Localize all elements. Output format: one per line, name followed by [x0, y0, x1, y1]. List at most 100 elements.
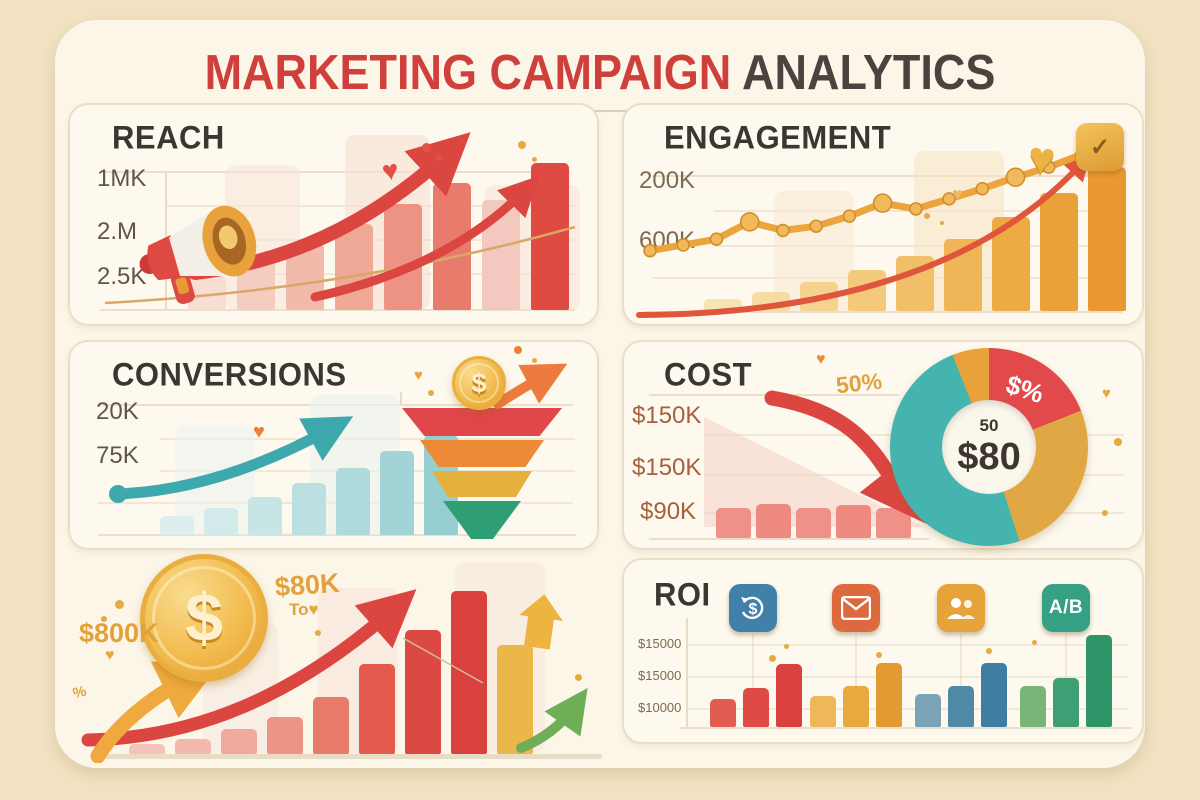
cost-ytick-1: $150K	[632, 454, 702, 481]
panel-conversions: CONVERSIONS 20K 75K $ ♥ ♥	[68, 340, 599, 550]
reach-ytick-2: 2.5K	[97, 263, 147, 290]
cost-down-arrow-icon	[764, 390, 927, 524]
page-title: MARKETING CAMPAIGN ANALYTICS	[55, 44, 1145, 101]
bar	[710, 699, 736, 727]
growth-sub-label: To♥	[289, 600, 319, 619]
social-spend-badge-icon: $	[729, 584, 777, 632]
bar	[776, 663, 802, 727]
growth-bars	[129, 586, 533, 754]
growth-yellow-arrow-icon	[519, 594, 563, 650]
infographic-card: MARKETING CAMPAIGN ANALYTICS REACH 1MK 2…	[55, 20, 1145, 768]
growth-top-label: $80K	[273, 567, 341, 603]
check-badge-icon: ✓	[1076, 123, 1124, 171]
bar	[948, 686, 974, 727]
bar	[756, 504, 791, 538]
panel-roi: ROI $15000 $15000 $10000 $	[622, 558, 1144, 744]
page-title-dark: ANALYTICS	[742, 44, 996, 101]
bar	[359, 664, 395, 754]
roi-ytick-1: $15000	[638, 668, 682, 683]
conversions-ytick-1: 75K	[96, 442, 139, 469]
heart-icon: ♥	[414, 367, 423, 384]
cost-ytick-2: $90K	[640, 498, 697, 525]
bar	[876, 662, 902, 727]
panel-cost: COST $150K $150K $90K 50% ♥ $% 50 $80 ♥	[622, 340, 1144, 550]
donut-center-top: 50	[979, 415, 999, 435]
bar	[248, 497, 282, 535]
bar	[1088, 167, 1126, 311]
bar	[810, 696, 836, 727]
reach-arrow2-icon	[310, 175, 539, 302]
roi-title: ROI	[654, 576, 711, 613]
conversions-ytick-0: 20K	[96, 398, 139, 425]
ground-line	[90, 754, 602, 759]
bar	[451, 591, 487, 754]
bar	[1053, 677, 1079, 727]
heart-icon: ♥	[952, 184, 963, 204]
roi-ytick-2: $10000	[638, 700, 682, 715]
bar	[292, 482, 326, 535]
panel-growth: $ $800K $80K To♥ ♥ %	[63, 548, 613, 763]
bar	[1086, 635, 1112, 727]
bar	[915, 694, 941, 727]
bar	[267, 717, 303, 754]
bar	[405, 629, 441, 754]
donut-center: 50 $80	[942, 400, 1036, 494]
reach-ytick-1: 2.M	[97, 218, 138, 245]
bar	[336, 467, 370, 535]
dollar-coin-icon: $	[452, 356, 506, 410]
growth-green-arrow-icon	[516, 687, 588, 753]
cost-ytick-0: $150K	[632, 402, 702, 429]
conversions-title: CONVERSIONS	[112, 356, 347, 393]
bar	[796, 508, 831, 538]
funnel-stage	[420, 440, 544, 467]
bar	[204, 507, 238, 535]
roi-ytick-0: $15000	[638, 636, 682, 651]
panel-engagement: ENGAGEMENT 200K 600K ♥ ♥ ✓	[622, 103, 1144, 326]
bar	[129, 743, 165, 754]
donut-center-value: $80	[957, 435, 1021, 478]
people-badge-icon	[937, 584, 985, 632]
bar	[1020, 686, 1046, 727]
engagement-bars	[704, 161, 1134, 311]
conversions-arrow-icon	[109, 416, 354, 503]
bar	[160, 516, 194, 535]
roi-bars-email	[810, 635, 902, 727]
check-glyph: ✓	[1089, 133, 1111, 161]
bar	[221, 728, 257, 754]
reach-ytick-0: 1MK	[97, 165, 147, 192]
bar	[716, 508, 751, 538]
sales-funnel-icon	[392, 408, 572, 539]
roi-bars-ads	[1020, 635, 1112, 727]
email-badge-icon	[832, 584, 880, 632]
growth-left-label: $800K	[79, 618, 159, 648]
ab-test-label: A/B	[1048, 597, 1084, 618]
growth-orange-arrow-icon	[90, 661, 222, 763]
reach-title: REACH	[112, 119, 225, 156]
growth-arrows	[81, 589, 588, 763]
heart-icon: ♥	[253, 421, 265, 443]
heart-icon: ♥	[816, 351, 826, 368]
megaphone-icon	[139, 205, 257, 305]
bar	[743, 688, 769, 727]
heart-icon: ♥	[308, 600, 319, 619]
panel-reach: REACH 1MK 2.M 2.5K	[68, 103, 599, 326]
heart-icon: ♥	[1102, 385, 1111, 402]
engagement-swoosh-arrow-icon	[636, 152, 1092, 318]
bar	[981, 662, 1007, 727]
bar	[1040, 193, 1078, 311]
heart-icon: ♥	[1025, 130, 1058, 186]
page-title-red: MARKETING CAMPAIGN	[204, 44, 743, 101]
funnel-stage	[432, 471, 532, 497]
bar	[175, 738, 211, 754]
roi-bars-influencer	[915, 635, 1007, 727]
bar	[335, 223, 373, 310]
roi-bars-social	[710, 635, 802, 727]
svg-text:$: $	[749, 601, 758, 618]
dollar-coin-icon: $	[140, 554, 268, 682]
bar	[497, 645, 533, 754]
growth-red-arrow-icon	[81, 589, 417, 747]
bar	[313, 696, 349, 754]
title-divider	[77, 110, 1123, 112]
bar	[384, 204, 422, 310]
heart-icon: ♥	[105, 647, 115, 664]
